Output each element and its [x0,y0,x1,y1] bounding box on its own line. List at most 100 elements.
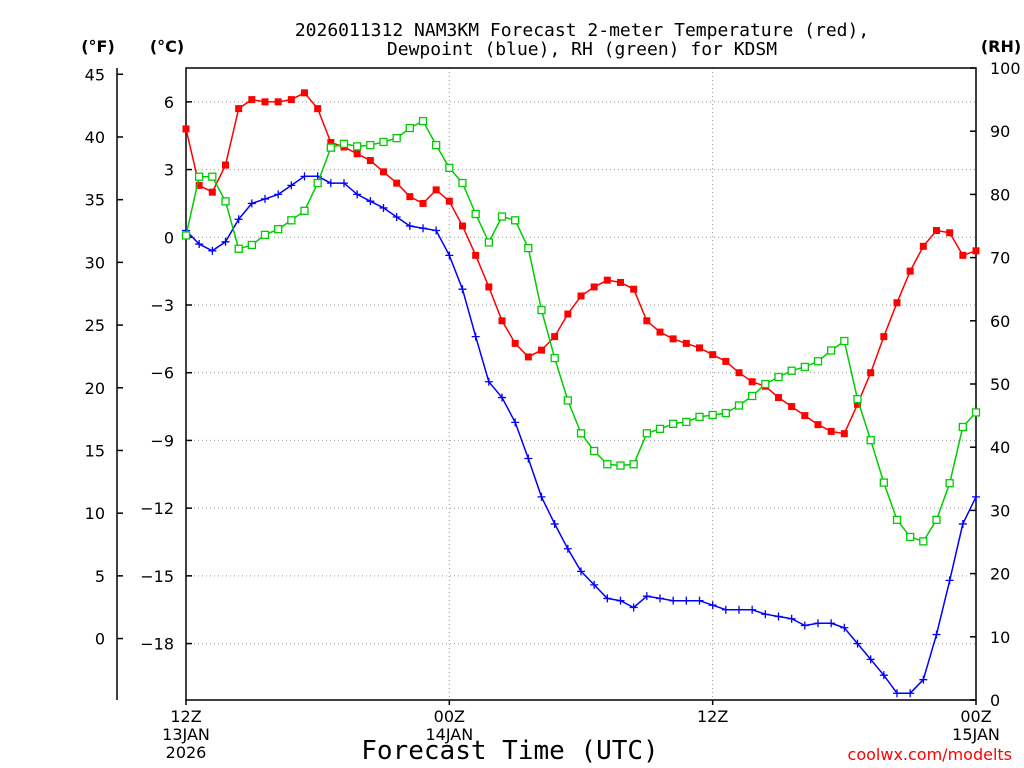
dewpoint-point [326,179,335,188]
temperature-point [472,251,480,259]
dewpoint-point [458,285,467,294]
rh-point [313,178,322,188]
dewpoint-point [945,576,954,585]
temperature-point [248,96,256,104]
rh-point [669,419,678,428]
dewpoint-point [735,605,743,614]
dewpoint-point [300,172,309,181]
rh-point [906,532,915,542]
rh-point [563,396,572,405]
rh-point [287,216,296,225]
temperature-point [419,199,427,207]
rh-point [642,429,651,438]
x-tick-label: 2026 [166,743,207,762]
rh-point [195,172,204,181]
fahrenheit-tick-label: 0 [95,630,105,649]
rh-point [379,137,388,147]
temperature-point [775,394,782,402]
dewpoint-point [669,596,678,605]
rh-point [445,163,454,173]
temperature-point [222,161,229,169]
temperature-point [353,150,361,158]
fahrenheit-tick-label: 45 [85,65,105,84]
dewpoint-point [247,199,256,208]
temperature-point [287,96,295,104]
x-tick-label: 12Z [697,707,728,726]
rh-point [655,424,665,434]
dewpoint-point [353,190,362,199]
dewpoint-point [603,594,612,603]
temperature-point [603,276,611,284]
rh-point [497,212,507,221]
watermark-text: coolwx.com/modelts [848,745,1012,764]
dewpoint-point [340,179,348,188]
rh-point [774,372,783,382]
temperature-point [261,98,269,106]
rh-point [800,362,809,372]
dewpoint-point [761,610,770,619]
dewpoint-point [721,605,730,614]
temperature-point [524,353,532,361]
celsius-tick-label: 6 [164,93,174,112]
temperature-point [208,188,216,196]
dewpoint-point [432,226,441,235]
temperature-point [485,283,493,291]
temperature-point [814,421,822,429]
temperature-point [735,369,743,377]
temperature-point [972,247,980,255]
celsius-tick-label: −12 [140,499,174,518]
x-axis-label: Forecast Time (UTC) [361,736,658,766]
temperature-point [919,242,927,250]
temperature-point [656,328,664,336]
rh-point [892,515,902,525]
dewpoint-point [590,580,599,589]
rh-series-line [185,120,977,543]
dewpoint-point [958,519,967,528]
dewpoint-point [893,689,901,698]
rh-point [537,305,546,315]
rh-point [471,209,480,219]
dewpoint-point [866,655,875,664]
rh-point [616,461,625,470]
rh-point [695,412,704,422]
rh-point [247,240,256,250]
dewpoint-point [616,596,625,605]
rh-point [326,143,335,152]
dewpoint-point [498,393,506,402]
rh-tick-label: 0 [990,691,1000,710]
temperature-point [669,335,677,343]
temperature-point [380,168,387,176]
dewpoint-point [208,246,217,255]
rh-tick-label: 90 [990,122,1010,141]
rh-tick-label: 70 [990,249,1010,268]
celsius-tick-label: −9 [150,431,174,450]
temperature-point [235,105,243,113]
dewpoint-point [261,194,269,203]
dewpoint-point [919,675,928,684]
dewpoint-point [695,596,704,605]
rh-tick-label: 10 [990,628,1010,647]
temperature-point [696,344,703,352]
rh-point [603,460,612,469]
temperature-point [301,89,308,97]
temperature-point [617,278,624,286]
fahrenheit-tick-label: 40 [85,128,105,147]
temperature-point [788,403,796,411]
chart-title-line1: 2026011312 NAM3KM Forecast 2-meter Tempe… [295,20,869,41]
celsius-tick-label: −15 [140,567,174,586]
rh-point [576,429,586,438]
dewpoint-point [708,601,717,610]
rh-point [353,142,362,151]
x-tick-label: 00Z [434,707,465,726]
x-tick-label: 13JAN [162,725,210,744]
rh-point [787,366,796,375]
rh-point [484,238,493,247]
rh-point [260,230,270,239]
temperature-point [906,267,914,275]
temperature-point [682,339,690,347]
rh-point [945,479,954,488]
temperature-point [406,193,414,201]
rh-point [840,336,849,346]
dewpoint-point [195,240,204,249]
